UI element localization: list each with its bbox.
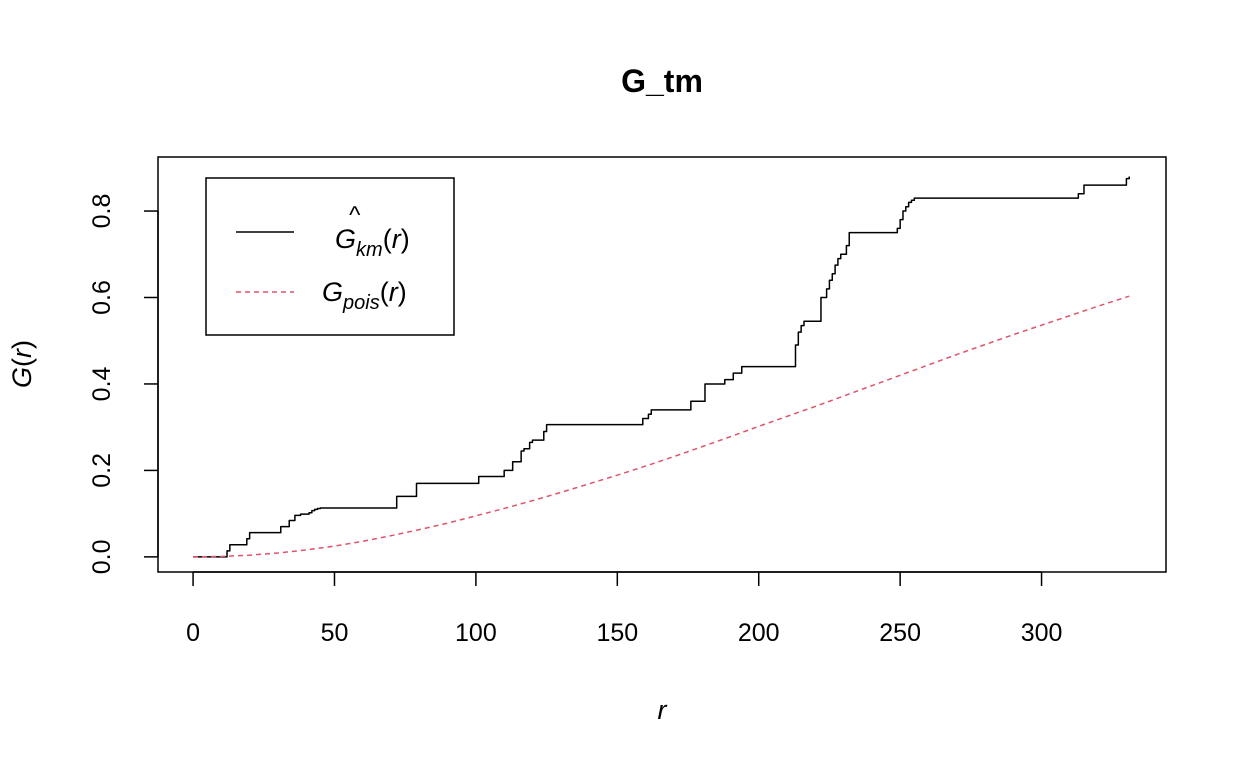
y-tick-label: 0.8	[88, 194, 116, 229]
y-tick-label: 0.6	[88, 280, 116, 315]
y-axis-label: G(r)	[7, 340, 37, 388]
series-line-km	[193, 176, 1130, 558]
x-tick-label: 100	[455, 619, 497, 647]
chart-title: G_tm	[621, 63, 703, 99]
x-tick-label: 300	[1021, 619, 1063, 647]
legend-label-km: ^ Gkm(r)	[335, 202, 410, 261]
x-tick-label: 200	[738, 619, 780, 647]
legend-box	[205, 177, 455, 336]
x-axis-label: r	[658, 695, 668, 725]
y-tick-label: 0.4	[88, 366, 116, 401]
x-tick-label: 150	[596, 619, 638, 647]
x-axis: 0 50 100 150 200 250 300	[186, 571, 1063, 647]
x-tick-label: 50	[321, 619, 349, 647]
x-tick-label: 250	[879, 619, 921, 647]
plot-area	[193, 176, 1130, 558]
legend-label-pois: Gpois(r)	[322, 277, 407, 314]
legend: ^ Gkm(r) Gpois(r)	[205, 177, 455, 336]
series-line-pois	[193, 295, 1130, 558]
y-axis: 0.0 0.2 0.4 0.6 0.8	[88, 194, 159, 574]
x-tick-label: 0	[186, 619, 200, 647]
y-tick-label: 0.0	[88, 539, 116, 574]
y-tick-label: 0.2	[88, 453, 116, 488]
